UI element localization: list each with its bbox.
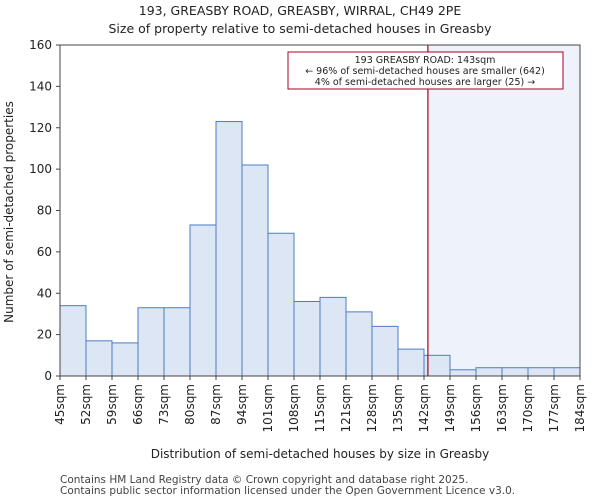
x-tick-label: 177sqm <box>547 384 561 432</box>
chart-title: 193, GREASBY ROAD, GREASBY, WIRRAL, CH49… <box>138 3 462 18</box>
y-tick-label: 100 <box>29 162 52 176</box>
x-tick-label: 163sqm <box>495 384 509 432</box>
x-tick-label: 73sqm <box>157 384 171 425</box>
x-tick-label: 59sqm <box>105 384 119 425</box>
annotation-box <box>287 51 564 90</box>
annotation-line-3: 4% of semi-detached houses are larger (2… <box>315 77 535 88</box>
y-axis-label: Number of semi-detached properties <box>2 101 16 323</box>
histogram-bar <box>189 224 217 377</box>
histogram-bar <box>137 307 165 377</box>
y-tick-label: 80 <box>37 204 52 218</box>
histogram-bar <box>215 121 243 377</box>
x-tick-label: 52sqm <box>79 384 93 425</box>
x-axis-label: Distribution of semi-detached houses by … <box>151 447 490 461</box>
histogram-bar <box>59 305 87 377</box>
x-tick-label: 45sqm <box>53 384 67 425</box>
y-tick-label: 160 <box>29 38 52 52</box>
y-tick-label: 60 <box>37 245 52 259</box>
larger-region-highlight <box>427 45 580 376</box>
x-tick-label: 108sqm <box>287 384 301 432</box>
histogram-bar <box>319 296 347 377</box>
y-tick-label: 140 <box>29 79 52 93</box>
footer-line-2: Contains public sector information licen… <box>60 485 516 497</box>
annotation-line-1: 193 GREASBY ROAD: 143sqm <box>355 55 496 66</box>
histogram-bar <box>475 367 503 377</box>
x-tick-label: 135sqm <box>391 384 405 432</box>
x-tick-label: 156sqm <box>469 384 483 432</box>
histogram-bar <box>397 348 425 377</box>
histogram-bar <box>293 301 321 377</box>
y-tick-label: 40 <box>37 286 52 300</box>
footer-line-1: Contains HM Land Registry data © Crown c… <box>60 474 469 486</box>
y-tick-label: 0 <box>44 369 52 383</box>
x-tick-label: 170sqm <box>521 384 535 432</box>
x-tick-label: 121sqm <box>339 384 353 432</box>
x-tick-label: 142sqm <box>417 384 431 432</box>
histogram-bar <box>111 342 139 377</box>
x-tick-label: 87sqm <box>209 384 223 425</box>
histogram-bar <box>553 367 581 377</box>
chart-subtitle: Size of property relative to semi-detach… <box>108 21 492 36</box>
x-tick-label: 94sqm <box>235 384 249 425</box>
y-tick-label: 120 <box>29 121 52 135</box>
x-tick-label: 184sqm <box>573 384 587 432</box>
annotation-line-2: ← 96% of semi-detached houses are smalle… <box>305 66 545 77</box>
histogram-bar <box>163 307 191 377</box>
x-tick-label: 66sqm <box>131 384 145 425</box>
histogram-bar <box>371 325 399 377</box>
histogram-bar <box>527 367 555 377</box>
x-tick-label: 101sqm <box>261 384 275 432</box>
x-tick-label: 115sqm <box>313 384 327 432</box>
histogram-bar <box>85 340 113 377</box>
x-tick-label: 149sqm <box>443 384 457 432</box>
x-tick-label: 128sqm <box>365 384 379 432</box>
histogram-bar <box>501 367 529 377</box>
histogram-bar <box>449 369 477 377</box>
y-tick-label: 20 <box>37 328 52 342</box>
x-tick-label: 80sqm <box>183 384 197 425</box>
histogram-bar <box>267 232 295 377</box>
histogram-bar <box>345 311 373 377</box>
histogram-bar <box>241 164 269 377</box>
